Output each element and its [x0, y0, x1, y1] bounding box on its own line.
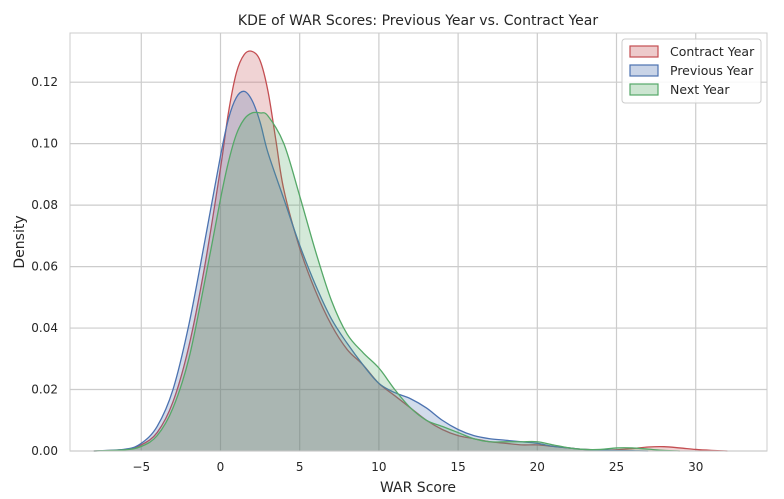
x-tick-label: 20: [530, 460, 545, 474]
x-tick-label: 5: [296, 460, 304, 474]
previous-year-line: [93, 90, 649, 452]
chart-title: KDE of WAR Scores: Previous Year vs. Con…: [238, 13, 598, 29]
y-tick-label: 0.08: [31, 198, 58, 212]
contract-year-area: [93, 50, 728, 452]
x-tick-label: 25: [609, 460, 624, 474]
previous-year-area: [93, 91, 649, 451]
y-tick-label: 0.00: [31, 444, 58, 458]
legend-label-previous-year: Previous Year: [670, 63, 754, 78]
legend-swatch-contract-year: [629, 45, 659, 58]
y-tick-label: 0.10: [31, 137, 58, 151]
legend: Contract Year Previous Year Next Year: [621, 38, 762, 104]
next-year-line: [93, 111, 680, 452]
density-areas: [93, 50, 728, 452]
y-tick-label: 0.12: [31, 75, 58, 89]
y-tick-label: 0.04: [31, 321, 58, 335]
x-tick-labels: −5 0 5 10 15 20 25 30: [132, 460, 703, 474]
legend-label-contract-year: Contract Year: [670, 44, 755, 59]
grid: [70, 33, 767, 452]
legend-box: [621, 38, 762, 104]
y-tick-label: 0.06: [31, 260, 58, 274]
x-tick-label: 15: [450, 460, 465, 474]
x-axis-label: WAR Score: [380, 480, 456, 496]
y-tick-label: 0.02: [31, 383, 58, 397]
legend-swatch-previous-year: [629, 64, 659, 77]
x-tick-label: 30: [688, 460, 703, 474]
x-tick-label: 10: [371, 460, 386, 474]
legend-label-next-year: Next Year: [670, 82, 730, 97]
x-tick-label: 0: [217, 460, 225, 474]
y-tick-labels: 0.00 0.02 0.04 0.06 0.08 0.10 0.12: [31, 75, 58, 458]
next-year-area: [93, 112, 680, 451]
x-tick-label: −5: [132, 460, 150, 474]
y-axis-label: Density: [12, 215, 28, 268]
legend-swatch-next-year: [629, 83, 659, 96]
axes-frame: [69, 32, 768, 452]
